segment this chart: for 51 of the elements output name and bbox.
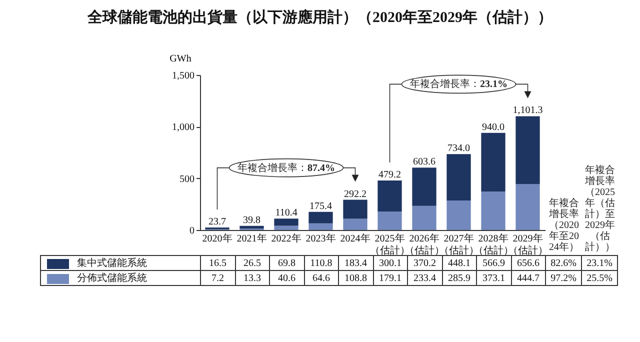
y-tick-label: 0 bbox=[190, 226, 194, 236]
text: 25.5% bbox=[582, 270, 618, 286]
y-tick-label: 1,500 bbox=[172, 70, 194, 82]
text: 97.2% bbox=[546, 270, 582, 286]
y-tick-label: 500 bbox=[180, 174, 194, 185]
data-label: 566.9 bbox=[476, 256, 511, 270]
total-label: 940.0 bbox=[482, 122, 504, 133]
total-label: 734.0 bbox=[448, 143, 470, 154]
data-label: 370.2 bbox=[408, 256, 442, 270]
total-label: 479.2 bbox=[378, 169, 401, 180]
text: 年複合增長率（2020年至2024年） bbox=[548, 198, 580, 253]
total-label: 110.4 bbox=[275, 208, 298, 219]
y-axis-title: GWh bbox=[170, 54, 192, 64]
x-tick-label: 2020年 bbox=[202, 232, 232, 244]
data-label: 13.3 bbox=[235, 270, 270, 286]
total-label: 292.2 bbox=[344, 188, 366, 200]
data-label: 656.6 bbox=[511, 256, 546, 270]
data-label: 7.2 bbox=[200, 270, 235, 286]
x-tick-label: 2022年 bbox=[271, 232, 302, 244]
legend-label: 集中式儲能系統 bbox=[40, 256, 200, 270]
x-tick-label: 2024年 bbox=[340, 232, 370, 244]
total-label: 1,101.3 bbox=[512, 105, 543, 116]
x-tick-label: 2021年 bbox=[236, 232, 267, 244]
data-label: 69.8 bbox=[270, 256, 304, 270]
data-label: 26.5 bbox=[235, 256, 270, 270]
total-label: 603.6 bbox=[413, 156, 436, 168]
data-label: 108.8 bbox=[338, 270, 373, 286]
data-label: 179.1 bbox=[373, 270, 408, 286]
annotation: 年複合增長率：23.1% bbox=[410, 78, 508, 92]
total-label: 39.8 bbox=[243, 214, 260, 226]
y-tick-label: 1,000 bbox=[172, 122, 194, 134]
annotation: 年複合增長率：87.4% bbox=[238, 162, 335, 175]
data-label: 233.4 bbox=[408, 270, 442, 286]
text: 23.1% bbox=[582, 256, 618, 270]
data-label: 40.6 bbox=[270, 270, 304, 286]
text: 年複合增長率（2025年（估計）至2029年（估計）） bbox=[584, 165, 616, 253]
data-label: 285.9 bbox=[442, 270, 476, 286]
data-label: 183.4 bbox=[338, 256, 373, 270]
data-label: 300.1 bbox=[373, 256, 408, 270]
x-tick-label: 2023年 bbox=[306, 232, 336, 244]
total-label: 23.7 bbox=[208, 216, 226, 228]
data-label: 110.8 bbox=[304, 256, 338, 270]
data-label: 16.5 bbox=[200, 256, 235, 270]
data-label: 373.1 bbox=[476, 270, 511, 286]
data-label: 64.6 bbox=[304, 270, 338, 286]
data-label: 448.1 bbox=[442, 256, 476, 270]
data-label: 444.7 bbox=[511, 270, 546, 286]
text: 82.6% bbox=[546, 256, 582, 270]
legend-label: 分佈式儲能系統 bbox=[40, 270, 200, 286]
chart-title: 全球儲能電池的出貨量（以下游應用計）（2020年至2029年（估計）） bbox=[86, 8, 554, 27]
total-label: 175.4 bbox=[310, 200, 332, 212]
